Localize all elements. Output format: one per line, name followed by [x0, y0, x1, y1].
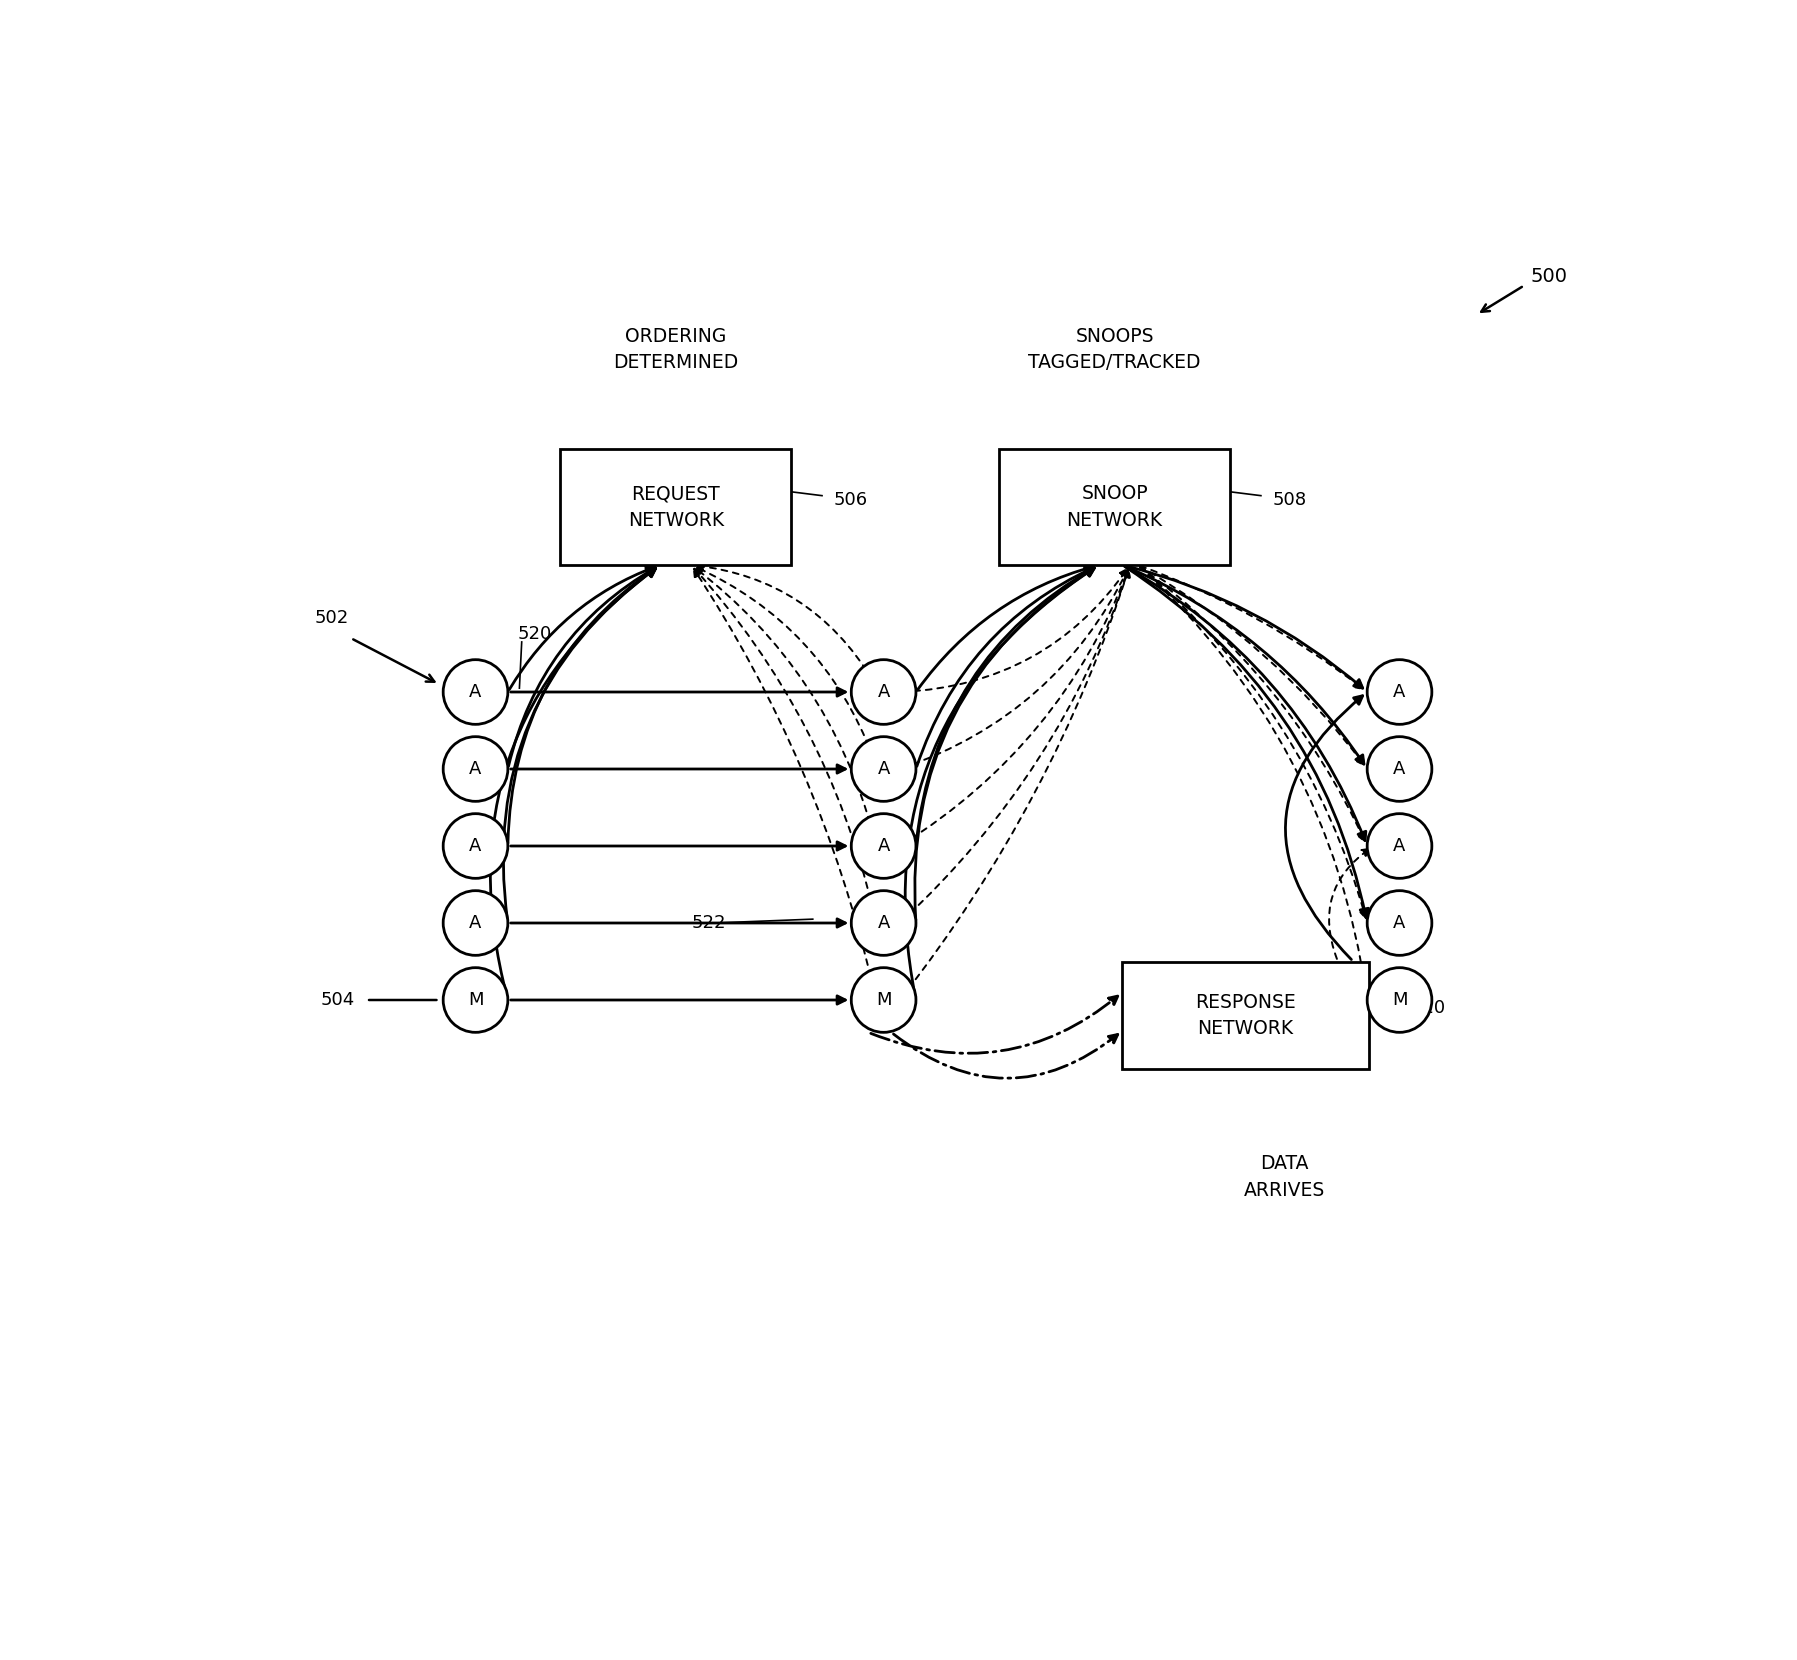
Text: 520: 520: [518, 626, 552, 644]
FancyArrowPatch shape: [1139, 566, 1368, 918]
Text: A: A: [877, 915, 890, 931]
Text: A: A: [1393, 915, 1405, 931]
FancyArrowPatch shape: [491, 568, 656, 998]
FancyBboxPatch shape: [1123, 961, 1369, 1069]
Circle shape: [444, 659, 509, 724]
FancyArrowPatch shape: [503, 568, 656, 920]
Circle shape: [852, 891, 916, 956]
FancyArrowPatch shape: [510, 765, 845, 774]
Circle shape: [852, 737, 916, 802]
FancyArrowPatch shape: [1139, 566, 1369, 994]
Text: M: M: [875, 991, 891, 1009]
FancyArrowPatch shape: [1139, 566, 1366, 842]
FancyArrowPatch shape: [902, 569, 1127, 692]
Text: ORDERING
DETERMINED: ORDERING DETERMINED: [613, 327, 739, 372]
FancyArrowPatch shape: [1330, 848, 1369, 959]
Circle shape: [1368, 813, 1432, 878]
Circle shape: [852, 968, 916, 1033]
FancyArrowPatch shape: [902, 569, 1129, 769]
FancyArrowPatch shape: [872, 996, 1118, 1054]
FancyArrowPatch shape: [510, 842, 845, 850]
Text: M: M: [1391, 991, 1407, 1009]
Text: A: A: [469, 837, 482, 855]
Text: A: A: [469, 915, 482, 931]
Text: 500: 500: [1531, 267, 1567, 286]
FancyArrowPatch shape: [1285, 696, 1362, 959]
Text: 502: 502: [314, 609, 349, 626]
FancyArrowPatch shape: [695, 563, 873, 681]
FancyArrowPatch shape: [1125, 566, 1362, 689]
Text: DATA
ARRIVES: DATA ARRIVES: [1244, 1154, 1324, 1200]
FancyArrowPatch shape: [510, 996, 845, 1004]
Text: A: A: [1393, 682, 1405, 701]
Text: 510: 510: [1411, 999, 1445, 1016]
FancyArrowPatch shape: [916, 568, 1094, 843]
FancyArrowPatch shape: [1139, 566, 1364, 765]
Text: A: A: [877, 682, 890, 701]
Circle shape: [444, 891, 509, 956]
FancyBboxPatch shape: [561, 450, 791, 564]
FancyArrowPatch shape: [902, 569, 1129, 845]
FancyArrowPatch shape: [510, 920, 845, 928]
FancyArrowPatch shape: [1125, 566, 1368, 918]
Circle shape: [444, 813, 509, 878]
Text: A: A: [469, 760, 482, 779]
FancyArrowPatch shape: [918, 564, 1094, 691]
FancyArrowPatch shape: [694, 569, 873, 911]
Circle shape: [444, 737, 509, 802]
FancyArrowPatch shape: [902, 569, 1130, 998]
Text: A: A: [877, 760, 890, 779]
FancyArrowPatch shape: [1125, 566, 1366, 840]
Circle shape: [1368, 659, 1432, 724]
FancyArrowPatch shape: [902, 569, 1130, 921]
Text: RESPONSE
NETWORK: RESPONSE NETWORK: [1195, 993, 1296, 1038]
FancyArrowPatch shape: [916, 568, 1094, 767]
FancyArrowPatch shape: [695, 566, 873, 757]
Text: SNOOPS
TAGGED/TRACKED: SNOOPS TAGGED/TRACKED: [1028, 327, 1200, 372]
FancyArrowPatch shape: [509, 568, 656, 843]
Text: 506: 506: [834, 490, 868, 508]
FancyArrowPatch shape: [694, 569, 873, 988]
FancyArrowPatch shape: [906, 568, 1094, 998]
Text: 504: 504: [320, 991, 354, 1009]
Circle shape: [1368, 737, 1432, 802]
Text: M: M: [467, 991, 483, 1009]
Text: 508: 508: [1272, 490, 1306, 508]
FancyArrowPatch shape: [509, 566, 654, 689]
FancyBboxPatch shape: [999, 450, 1231, 564]
Text: A: A: [877, 837, 890, 855]
Circle shape: [444, 968, 509, 1033]
Text: REQUEST
NETWORK: REQUEST NETWORK: [627, 485, 724, 530]
Circle shape: [1368, 968, 1432, 1033]
Circle shape: [1368, 891, 1432, 956]
FancyArrowPatch shape: [509, 568, 656, 767]
Text: 522: 522: [692, 915, 726, 931]
Text: A: A: [1393, 760, 1405, 779]
Circle shape: [852, 813, 916, 878]
FancyArrowPatch shape: [1125, 566, 1364, 764]
FancyArrowPatch shape: [695, 568, 873, 833]
Text: SNOOP
NETWORK: SNOOP NETWORK: [1067, 485, 1163, 530]
Text: A: A: [1393, 837, 1405, 855]
FancyArrowPatch shape: [915, 568, 1094, 920]
FancyArrowPatch shape: [1141, 566, 1364, 689]
Text: A: A: [469, 682, 482, 701]
FancyArrowPatch shape: [893, 1034, 1118, 1079]
FancyArrowPatch shape: [510, 687, 845, 696]
Circle shape: [852, 659, 916, 724]
